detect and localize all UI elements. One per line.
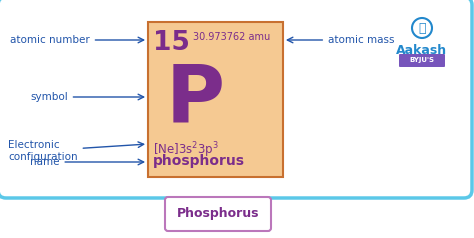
Text: name: name bbox=[30, 157, 144, 167]
FancyBboxPatch shape bbox=[165, 197, 271, 231]
Text: symbol: symbol bbox=[30, 92, 144, 102]
Text: Aakash: Aakash bbox=[396, 44, 447, 57]
FancyBboxPatch shape bbox=[148, 22, 283, 177]
Text: Ⓐ: Ⓐ bbox=[418, 21, 426, 35]
Text: 15: 15 bbox=[153, 30, 190, 56]
Text: phosphorus: phosphorus bbox=[153, 154, 245, 168]
Text: BYJU'S: BYJU'S bbox=[410, 57, 435, 63]
Text: $\mathregular{[Ne]3s^23p^3}$: $\mathregular{[Ne]3s^23p^3}$ bbox=[153, 140, 219, 160]
FancyBboxPatch shape bbox=[399, 54, 445, 67]
Text: atomic number: atomic number bbox=[10, 35, 144, 45]
Text: atomic mass: atomic mass bbox=[287, 35, 394, 45]
Text: 30.973762 amu: 30.973762 amu bbox=[193, 32, 270, 42]
Text: Phosphorus: Phosphorus bbox=[177, 208, 259, 220]
Text: P: P bbox=[166, 60, 225, 138]
Text: Electronic
configuration: Electronic configuration bbox=[8, 140, 144, 162]
FancyBboxPatch shape bbox=[0, 0, 472, 198]
